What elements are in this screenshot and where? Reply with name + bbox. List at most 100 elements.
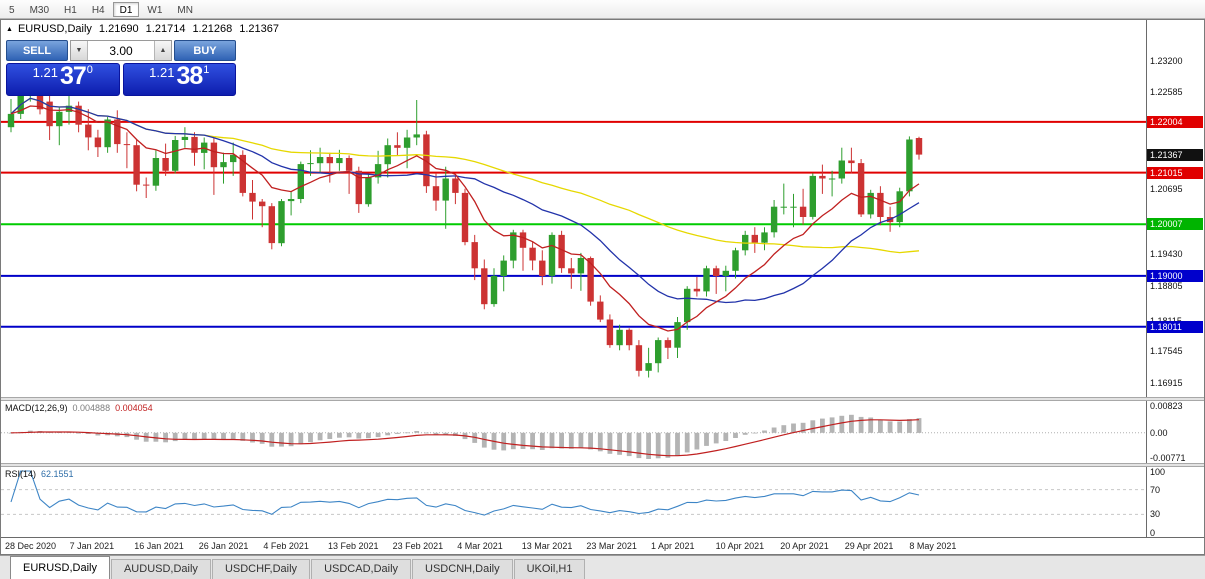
collapse-trade-panel-icon[interactable]: ▲ [6, 25, 13, 33]
ohlc-high: 1.21714 [145, 23, 186, 35]
sell-button[interactable]: SELL [6, 40, 68, 61]
rsi-axis-label: 100 [1150, 467, 1166, 477]
price-axis-tag: 1.21367 [1147, 148, 1203, 161]
time-axis-label: 1 Apr 2021 [651, 541, 695, 551]
rsi-svg [1, 470, 1146, 516]
chart-tabs-bar: EURUSD,Daily AUDUSD,Daily USDCHF,Daily USDC… [0, 555, 1205, 579]
macd-signal-value: 0.004054 [115, 403, 153, 413]
timeframe-button-m30[interactable]: M30 [29, 4, 50, 16]
price-axis-label: 1.22585 [1150, 87, 1183, 98]
price-axis-label: 1.19430 [1150, 248, 1183, 259]
time-axis-label: 7 Jan 2021 [69, 541, 115, 551]
time-axis-label: 26 Jan 2021 [198, 541, 249, 551]
buy-button[interactable]: BUY [174, 40, 236, 61]
time-axis-label: 13 Mar 2021 [521, 541, 573, 551]
ohlc-open: 1.21690 [98, 23, 139, 35]
rsi-splitter[interactable] [1, 463, 1204, 467]
timeframe-toolbar: 5 M30 H1 H4 D1 W1 MN [0, 0, 1205, 19]
time-axis[interactable]: 28 Dec 2020 7 Jan 2021 16 Jan 2021 26 Jan 2… [1, 537, 1204, 554]
bid-price-big-digits: 37 [59, 62, 87, 90]
ask-price-display[interactable]: 1.21 38 1 [122, 62, 236, 96]
price-axis-label: 1.16915 [1150, 377, 1183, 388]
ask-price-prefix: 1.21 [149, 65, 175, 80]
macd-splitter[interactable] [1, 397, 1204, 401]
time-axis-label: 4 Mar 2021 [457, 541, 503, 551]
time-axis-label: 4 Feb 2021 [263, 541, 309, 551]
ema-10-line [10, 105, 920, 332]
price-axis[interactable]: 1.232001.225851.206951.194301.188051.181… [1146, 20, 1204, 397]
main-chart-svg [1, 68, 1146, 378]
macd-svg [1, 414, 1146, 459]
macd-axis-label: 0.00823 [1150, 401, 1183, 411]
time-axis-label: 29 Apr 2021 [844, 541, 894, 551]
time-axis-label: 28 Dec 2020 [5, 541, 57, 551]
macd-panel: MACD(12,26,9) 0.004888 0.004054 0.00823 0… [1, 401, 1204, 463]
rsi-plot[interactable]: RSI(14) 62.1551 [1, 467, 1146, 537]
chart-ohlc-header: ▲ EURUSD,Daily 1.21690 1.21714 1.21268 1… [6, 23, 279, 35]
price-axis-tag: 1.19000 [1147, 269, 1203, 282]
tab-audusd-daily[interactable]: AUDUSD,Daily [110, 559, 211, 579]
candlestick-plot[interactable]: ▲ EURUSD,Daily 1.21690 1.21714 1.21268 1… [1, 20, 1146, 397]
horizontal-lines-layer[interactable] [1, 120, 1146, 328]
tab-usdcnh-daily[interactable]: USDCNH,Daily [412, 559, 513, 579]
price-axis-label: 1.18805 [1150, 280, 1183, 291]
time-axis-label: 10 Apr 2021 [715, 541, 765, 551]
rsi-header: RSI(14) 62.1551 [5, 469, 74, 479]
price-axis-label: 1.20695 [1150, 184, 1183, 194]
macd-main-value: 0.004888 [72, 403, 111, 413]
rsi-line [10, 470, 920, 516]
sma-21-line [10, 97, 920, 304]
macd-label: MACD(12,26,9) [5, 403, 68, 413]
tab-eurusd-daily[interactable]: EURUSD,Daily [10, 556, 110, 579]
rsi-value: 62.1551 [41, 469, 74, 479]
volume-input[interactable]: 3.00 [109, 43, 133, 58]
time-axis-label: 20 Apr 2021 [780, 541, 829, 551]
price-axis-tag: 1.18011 [1147, 320, 1203, 333]
timeframe-button-d1[interactable]: D1 [112, 1, 140, 17]
moving-averages-layer [10, 97, 920, 332]
price-chart-panel: ▲ EURUSD,Daily 1.21690 1.21714 1.21268 1… [1, 20, 1204, 397]
bid-price-display[interactable]: 1.21 37 0 [6, 63, 120, 96]
rsi-axis-label: 70 [1150, 484, 1161, 495]
time-axis-label: 13 Feb 2021 [328, 541, 379, 551]
tab-usdcad-daily[interactable]: USDCAD,Daily [311, 559, 412, 579]
bid-price-pipette: 0 [86, 64, 93, 76]
price-axis-label: 1.17545 [1150, 345, 1183, 356]
one-click-trading-panel: SELL ▼ 3.00 ▲ BUY 1.21 37 0 1.21 3 [6, 40, 236, 96]
volume-decrease-button[interactable]: ▼ [71, 41, 88, 60]
price-axis-tag: 1.22004 [1147, 115, 1203, 128]
price-axis-tag: 1.20007 [1147, 218, 1203, 231]
rsi-axis-label: 30 [1150, 509, 1161, 520]
time-axis-label: 23 Feb 2021 [392, 541, 444, 551]
ask-price-big-digits: 38 [176, 62, 203, 90]
timeframe-button-5[interactable]: 5 [9, 4, 15, 16]
chart-symbol-label: EURUSD,Daily [17, 23, 92, 35]
price-axis-tag: 1.21015 [1147, 166, 1203, 179]
macd-axis-label: 0.00 [1150, 427, 1168, 438]
macd-signal-line [10, 419, 920, 457]
time-axis-label: 8 May 2021 [909, 541, 957, 551]
tab-ukoil-h1[interactable]: UKOil,H1 [513, 559, 586, 579]
macd-axis[interactable]: 0.00823 0.00 -0.00771 [1146, 401, 1204, 463]
volume-control: ▼ 3.00 ▲ [70, 40, 172, 61]
rsi-label: RSI(14) [5, 469, 37, 479]
timeframe-button-mn[interactable]: MN [177, 4, 193, 16]
tab-usdchf-daily[interactable]: USDCHF,Daily [211, 559, 311, 579]
chart-window: ▲ EURUSD,Daily 1.21690 1.21714 1.21268 1… [0, 19, 1205, 555]
macd-header: MACD(12,26,9) 0.004888 0.004054 [5, 403, 153, 413]
macd-plot[interactable]: MACD(12,26,9) 0.004888 0.004054 [1, 401, 1146, 463]
volume-increase-button[interactable]: ▲ [154, 41, 171, 60]
time-axis-label: 16 Jan 2021 [134, 541, 184, 551]
ohlc-low: 1.21268 [192, 23, 233, 35]
rsi-axis[interactable]: 100 70 30 0 [1146, 467, 1204, 538]
macd-axis-label: -0.00771 [1150, 453, 1186, 463]
timeframe-button-w1[interactable]: W1 [147, 4, 163, 16]
ohlc-close: 1.21367 [239, 23, 279, 35]
bid-price-prefix: 1.21 [32, 65, 58, 80]
candles-layer [7, 68, 923, 378]
timeframe-button-h4[interactable]: H4 [91, 4, 105, 16]
timeframe-button-h1[interactable]: H1 [64, 4, 77, 16]
rsi-axis-label: 0 [1150, 528, 1156, 538]
ask-price-pipette: 1 [203, 64, 210, 76]
